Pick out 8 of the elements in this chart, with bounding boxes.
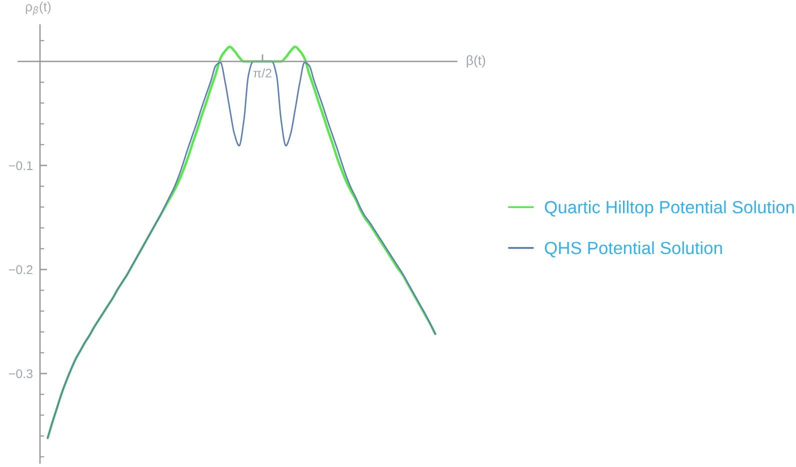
x-axis-title: β(t) [466, 55, 486, 68]
y-axis-title: ρ$_{β}$(t) [26, 2, 51, 16]
y-tick-label: −0.2 [9, 265, 32, 274]
legend-label: Quartic Hilltop Potential Solution [544, 200, 794, 217]
y-tick-label: −0.1 [9, 161, 32, 170]
y-tick-label: −0.3 [9, 369, 33, 378]
legend-label: QHS Potential Solution [544, 241, 722, 258]
x-tick-label: π/2 [253, 68, 272, 78]
